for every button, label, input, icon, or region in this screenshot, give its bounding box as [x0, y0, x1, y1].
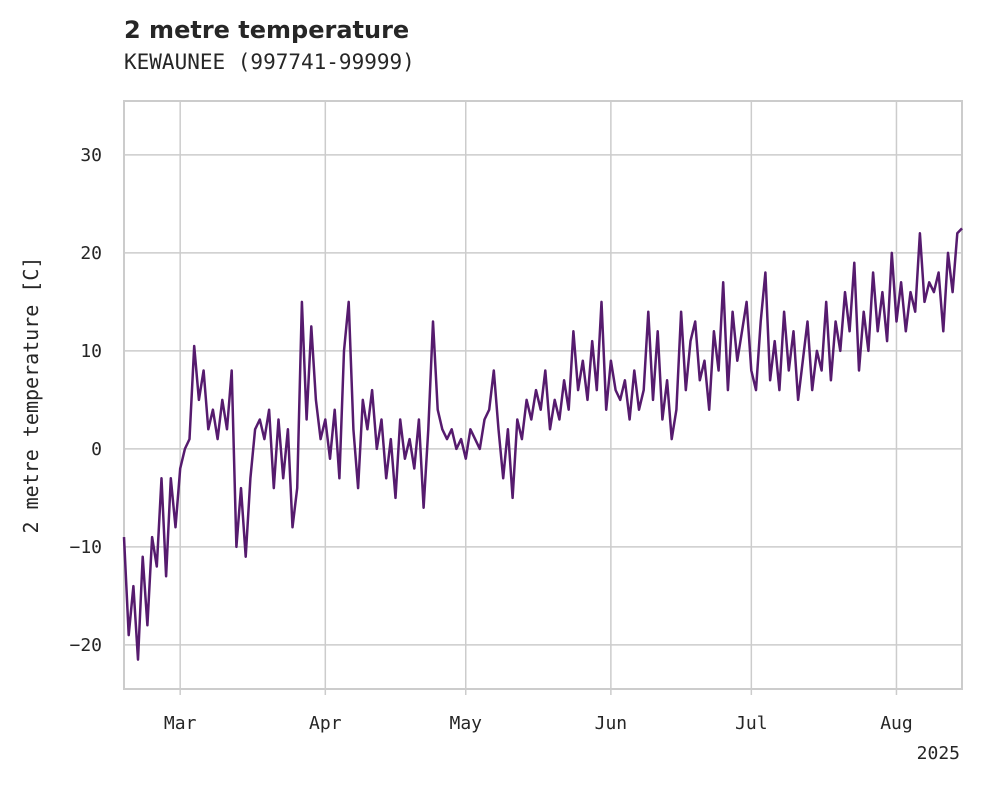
temperature-series-line: [122, 227, 963, 661]
y-tick-label: −20: [69, 635, 102, 656]
data-layer: [122, 227, 963, 661]
x-tick-label: Jun: [595, 713, 628, 734]
chart-subtitle: KEWAUNEE (997741-99999): [124, 50, 415, 74]
y-axis-label: 2 metre temperature [C]: [19, 257, 43, 534]
plot-frame: [123, 100, 963, 690]
x-tick-label: May: [449, 713, 482, 734]
y-tick-label: −10: [69, 537, 102, 558]
label-layer: −20 −10 0 10 20 30 Mar Apr May Jun Jul Aug: [69, 145, 912, 734]
x-axis-offset-label: 2025: [917, 743, 960, 764]
y-tick-label: 30: [80, 145, 102, 166]
chart-title: 2 metre temperature: [124, 16, 410, 44]
x-tick-label: Apr: [309, 713, 342, 734]
x-tick-label: Mar: [164, 713, 197, 734]
y-tick-label: 0: [91, 439, 102, 460]
y-tick-label: 20: [80, 243, 102, 264]
y-tick-label: 10: [80, 341, 102, 362]
x-tick-label: Aug: [880, 713, 913, 734]
x-tick-label: Jul: [735, 713, 768, 734]
